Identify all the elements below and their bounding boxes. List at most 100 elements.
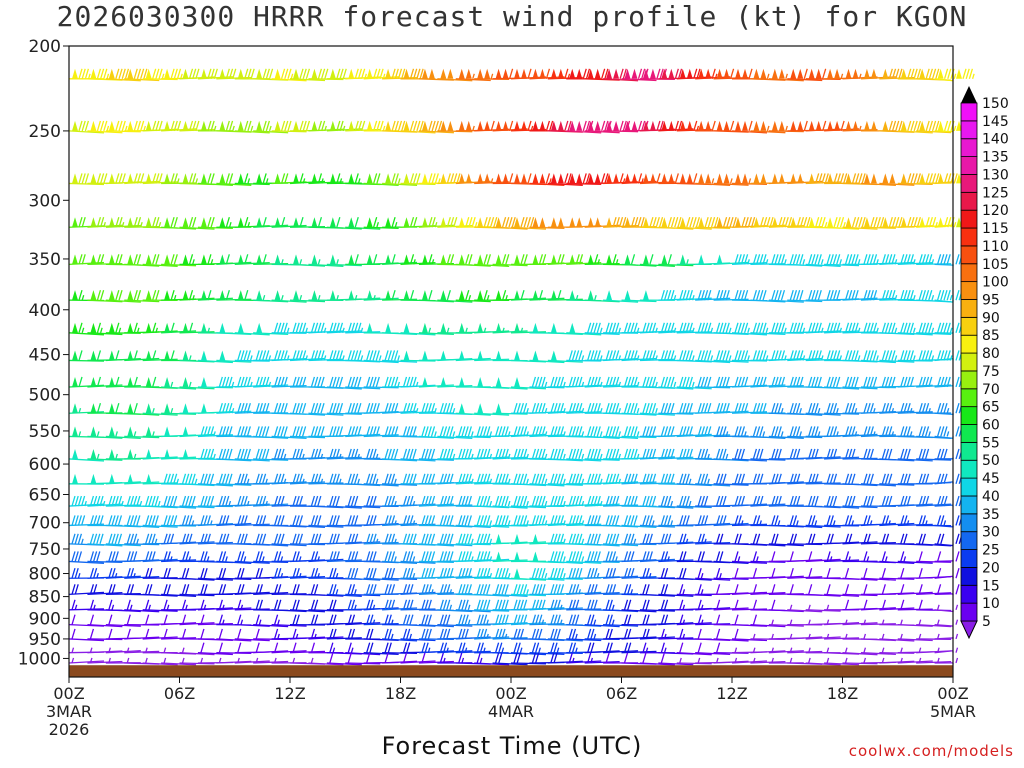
wind-barb: [566, 473, 602, 485]
wind-barb: [179, 533, 215, 545]
wind-barb: [621, 551, 657, 563]
wind-barb: [916, 495, 952, 507]
wind-barb: [142, 426, 178, 438]
wind-barb: [253, 426, 289, 439]
wind-barb: [768, 495, 804, 507]
credit-link[interactable]: coolwx.com/models: [848, 742, 1014, 760]
wind-barb: [345, 217, 381, 230]
wind-barb: [603, 584, 639, 595]
wind-barb: [179, 403, 215, 414]
wind-barb: [897, 376, 933, 388]
wind-barb: [676, 495, 712, 509]
wind-barb: [400, 515, 436, 527]
wind-barb: [124, 568, 160, 579]
wind-barb: [271, 551, 307, 563]
wind-barb: [400, 120, 436, 134]
wind-barb: [492, 254, 528, 267]
wind-barb: [326, 254, 362, 267]
wind-barb: [363, 403, 399, 414]
wind-barb: [142, 568, 178, 579]
wind-barb: [492, 584, 528, 597]
wind-barb: [639, 448, 675, 460]
wind-barb: [345, 652, 381, 665]
wind-barb: [768, 68, 804, 82]
wind-barb: [308, 551, 344, 563]
wind-barb: [179, 614, 215, 626]
colorbar-label: 115: [982, 221, 1009, 237]
wind-barb: [897, 657, 933, 664]
wind-barb: [879, 568, 915, 580]
wind-barb: [437, 495, 473, 507]
wind-barb: [731, 448, 768, 462]
wind-barb: [547, 551, 583, 565]
wind-barb: [547, 515, 583, 527]
colorbar-label: 95: [982, 292, 1000, 308]
wind-barb: [916, 619, 952, 628]
wind-barb: [824, 254, 860, 267]
wind-barb: [234, 568, 270, 579]
wind-barb: [952, 657, 959, 665]
wind-barb: [529, 495, 565, 508]
wind-barb: [676, 448, 712, 460]
wind-barb: [897, 289, 933, 302]
wind-barb: [934, 426, 954, 439]
wind-barb: [216, 426, 252, 438]
wind-barb: [750, 495, 786, 507]
wind-barb: [179, 647, 215, 656]
wind-barb: [382, 628, 418, 642]
wind-barb: [326, 495, 362, 509]
wind-barb-row: [68, 173, 975, 187]
y-tick-label: 600: [29, 455, 61, 475]
wind-barb-row: [68, 448, 967, 462]
wind-barb: [860, 173, 896, 187]
wind-barb: [750, 376, 786, 388]
wind-barb: [603, 568, 639, 579]
wind-barb: [621, 426, 657, 439]
wind-barb: [253, 120, 289, 134]
wind-barb: [345, 614, 381, 626]
wind-barb: [197, 322, 233, 334]
wind-barb: [824, 551, 860, 563]
colorbar-label: 70: [982, 382, 1000, 398]
wind-barb: [676, 614, 712, 626]
wind-barb: [142, 473, 178, 485]
colorbar-label: 125: [982, 185, 1009, 201]
wind-barb: [952, 68, 975, 81]
colorbar-segment: [960, 263, 978, 283]
wind-barb: [418, 628, 454, 641]
wind-barb: [253, 551, 289, 564]
wind-barb: [437, 533, 473, 547]
wind-barb: [68, 599, 105, 611]
colorbar-segment: [960, 227, 978, 247]
wind-barb: [695, 614, 731, 626]
wind-barb: [474, 599, 510, 612]
wind-barb: [105, 68, 141, 82]
wind-barb: [787, 68, 823, 82]
wind-barb: [105, 289, 141, 303]
wind-barb-row: [68, 568, 960, 581]
wind-barb: [547, 473, 583, 486]
wind-barb: [695, 533, 731, 545]
wind-barb: [824, 533, 860, 545]
wind-barb: [787, 289, 823, 303]
wind-barb: [474, 217, 510, 229]
wind-barb: [474, 652, 510, 666]
wind-barb: [842, 619, 878, 626]
wind-barb: [824, 584, 860, 597]
wind-barb: [437, 568, 473, 579]
wind-barb: [658, 403, 694, 415]
wind-barb: [289, 350, 326, 362]
wind-barb: [197, 473, 233, 487]
wind-barb: [105, 647, 141, 654]
wind-barb: [658, 614, 694, 626]
wind-barb: [713, 551, 749, 565]
colorbar-label: 150: [982, 96, 1009, 112]
wind-barb: [713, 584, 749, 595]
wind-barb: [529, 584, 565, 595]
wind-barb: [400, 350, 436, 362]
wind-barb: [529, 614, 565, 626]
wind-barb: [603, 533, 639, 547]
wind-barb: [142, 551, 178, 563]
wind-barb: [529, 533, 565, 545]
wind-barb: [658, 254, 694, 267]
